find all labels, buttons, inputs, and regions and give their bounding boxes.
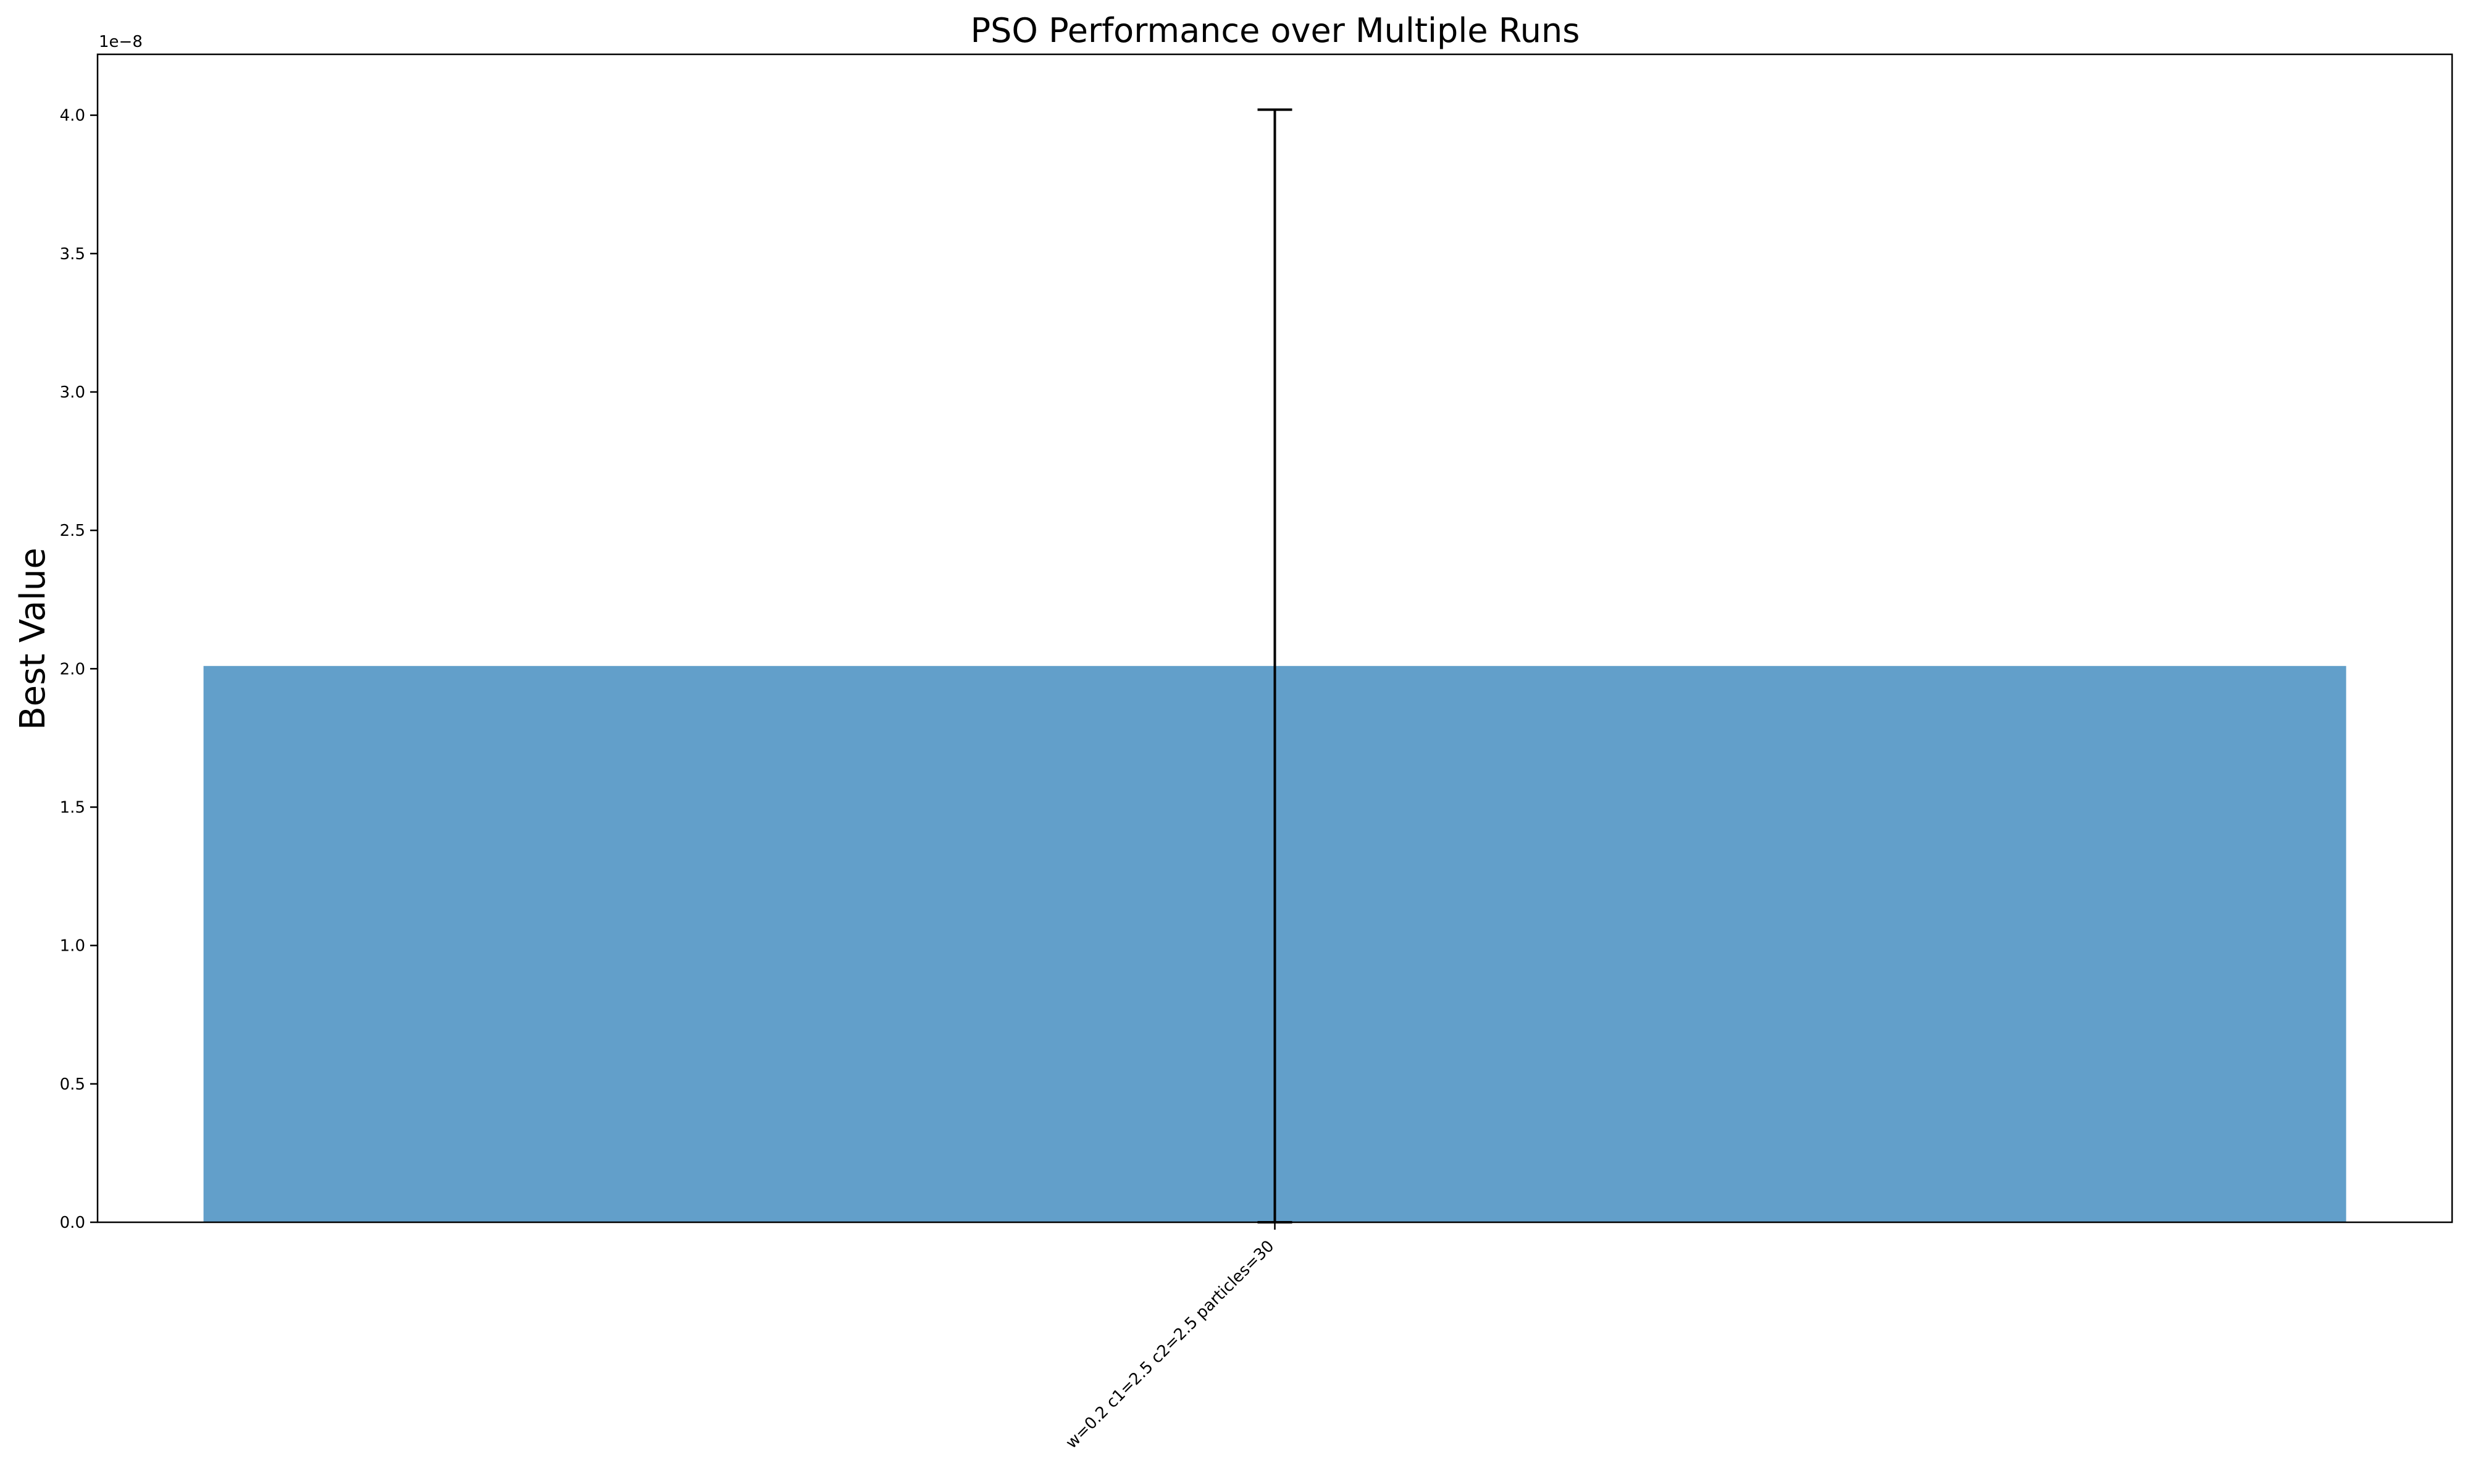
y-tick-label: 3.0	[60, 383, 85, 402]
y-axis-label: Best Value	[13, 548, 53, 730]
y-tick-label: 0.5	[60, 1075, 85, 1094]
y-tick-label: 0.0	[60, 1214, 85, 1232]
y-tick-label: 1.0	[60, 937, 85, 956]
y-tick-label: 4.0	[60, 107, 85, 125]
y-tick-label: 2.5	[60, 522, 85, 540]
axes-frame	[96, 53, 2453, 1223]
y-tick-label: 1.5	[60, 798, 85, 817]
x-tick-label: w=0.2 c1=2.5 c2=2.5 particles=30	[1062, 1237, 1278, 1453]
x-axis-ticks: w=0.2 c1=2.5 c2=2.5 particles=30	[1062, 1222, 1278, 1453]
y-tick-label: 2.0	[60, 660, 85, 678]
plot-marks	[203, 108, 2346, 1223]
y-axis-ticks: 0.0 0.5 1.0 1.5 2.0 2.5 3.0 3.5 4.0	[60, 107, 98, 1232]
y-tick-label: 3.5	[60, 245, 85, 264]
chart-title: PSO Performance over Multiple Runs	[971, 11, 1580, 50]
y-axis-scale-label: 1e−8	[99, 33, 143, 51]
